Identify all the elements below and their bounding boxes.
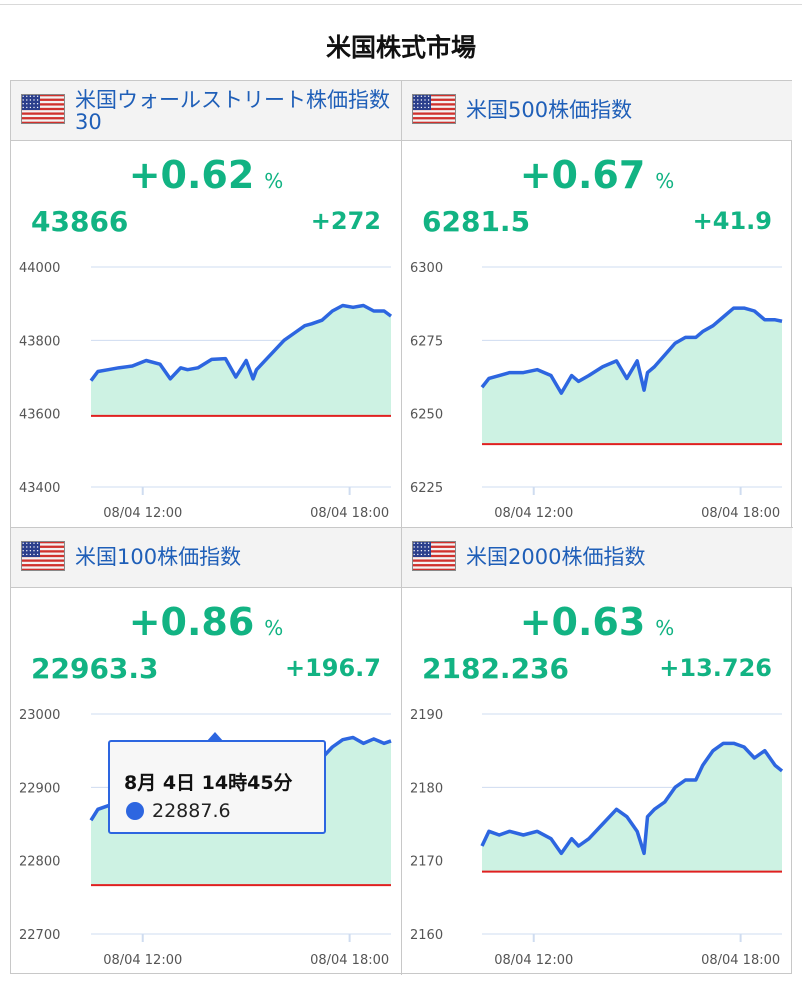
change-percent-value: +0.86 — [128, 600, 255, 644]
percent-sign: % — [655, 616, 675, 640]
index-panel-sp500[interactable]: 米国500株価指数 +0.67% 6281.5 +41.9 6300 6275 62… — [402, 81, 792, 527]
panel-title[interactable]: 米国ウォールストリート株価指数30 — [75, 88, 390, 134]
change-value: +196.7 — [284, 654, 381, 682]
percent-sign: % — [264, 616, 284, 640]
change-percent-value: +0.67 — [519, 153, 646, 197]
x-tick-label: 08/04 12:00 — [103, 506, 182, 521]
price-area — [482, 308, 782, 445]
change-percent-value: +0.63 — [519, 600, 646, 644]
index-panel-russell2000[interactable]: 米国2000株価指数 +0.63% 2182.236 +13.726 2190 2… — [402, 528, 792, 974]
panel-divider-vertical — [401, 81, 402, 975]
tooltip-series-dot — [126, 802, 144, 820]
change-percent: +0.67% — [402, 153, 792, 203]
x-tick-label: 08/04 18:00 — [701, 953, 780, 968]
tooltip-time: 8月 4日 14時45分 — [124, 772, 293, 794]
y-tick-label: 2170 — [410, 855, 443, 870]
change-percent: +0.63% — [402, 600, 792, 650]
us-flag-icon — [21, 541, 65, 571]
percent-sign: % — [264, 169, 284, 193]
y-tick-label: 2180 — [410, 781, 443, 796]
price-line — [480, 306, 783, 395]
panel-title[interactable]: 米国500株価指数 — [466, 98, 633, 122]
x-tick-label: 08/04 12:00 — [103, 953, 182, 968]
y-tick-label: 22700 — [19, 928, 60, 943]
tooltip-arrow — [206, 732, 224, 742]
panel-header[interactable]: 米国500株価指数 — [402, 81, 792, 141]
y-tick-label: 6225 — [410, 481, 443, 496]
price-value: 6281.5 — [422, 205, 531, 238]
panel-header[interactable]: 米国ウォールストリート株価指数30 — [11, 81, 401, 141]
panel-title[interactable]: 米国2000株価指数 — [466, 545, 646, 569]
x-tick-label: 08/04 18:00 — [701, 506, 780, 521]
price-value: 43866 — [31, 205, 129, 238]
us-flag-icon — [412, 94, 456, 124]
us-flag-icon — [412, 541, 456, 571]
y-tick-label: 6250 — [410, 408, 443, 423]
us-flag-icon — [21, 94, 65, 124]
panel-header[interactable]: 米国2000株価指数 — [402, 528, 792, 588]
intraday-chart[interactable]: 6300 6275 6250 6225 08/04 12:00 08/04 18:00 — [402, 251, 792, 527]
change-value: +272 — [310, 207, 381, 235]
panel-divider-horizontal — [11, 527, 793, 528]
x-tick-label: 08/04 12:00 — [494, 953, 573, 968]
y-tick-label: 22900 — [19, 781, 60, 796]
percent-sign: % — [655, 169, 675, 193]
tooltip-value: 22887.6 — [152, 800, 231, 822]
price-line — [480, 741, 784, 856]
y-tick-label: 22800 — [19, 855, 60, 870]
price-area — [482, 743, 782, 872]
price-value: 22963.3 — [31, 652, 159, 685]
x-tick-label: 08/04 18:00 — [310, 953, 389, 968]
price-value: 2182.236 — [422, 652, 570, 685]
x-tick-label: 08/04 12:00 — [494, 506, 573, 521]
panel-header[interactable]: 米国100株価指数 — [11, 528, 401, 588]
intraday-chart[interactable]: 2190 2180 2170 2160 08/04 12:00 08/04 18:00 — [402, 698, 792, 974]
y-tick-label: 43600 — [19, 408, 60, 423]
y-tick-label: 2190 — [410, 708, 443, 723]
y-tick-label: 2160 — [410, 928, 443, 943]
y-tick-label: 43400 — [19, 481, 60, 496]
change-percent: +0.62% — [11, 153, 401, 203]
y-tick-label: 43800 — [19, 334, 60, 349]
price-area — [91, 305, 391, 416]
y-tick-label: 6300 — [410, 261, 443, 276]
index-panel-dow[interactable]: 米国ウォールストリート株価指数30 +0.62% 43866 +272 4400… — [11, 81, 401, 527]
index-grid: 米国ウォールストリート株価指数30 +0.62% 43866 +272 4400… — [10, 80, 793, 975]
page-title: 米国株式市場 — [325, 33, 476, 62]
y-tick-label: 44000 — [19, 261, 60, 276]
change-value: +13.726 — [659, 654, 772, 682]
price-line — [89, 303, 393, 382]
change-percent-value: +0.62 — [128, 153, 255, 197]
change-percent: +0.86% — [11, 600, 401, 650]
change-value: +41.9 — [692, 207, 772, 235]
top-divider — [0, 4, 802, 5]
intraday-chart[interactable]: 44000 43800 43600 43400 08/04 12:00 08/04 18:… — [11, 251, 401, 527]
x-tick-label: 08/04 18:00 — [310, 506, 389, 521]
chart-tooltip: 8月 4日 14時45分 22887.6 — [108, 740, 326, 834]
y-tick-label: 23000 — [19, 708, 60, 723]
panel-title[interactable]: 米国100株価指数 — [75, 545, 242, 569]
y-tick-label: 6275 — [410, 334, 443, 349]
